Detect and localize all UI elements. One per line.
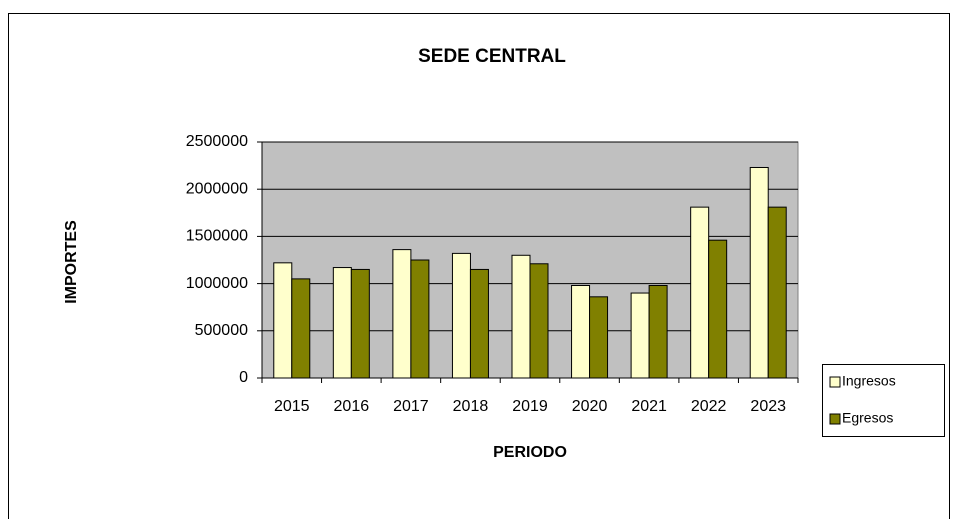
x-tick-label: 2022 — [691, 398, 727, 415]
legend-label: Egresos — [842, 410, 893, 426]
bar — [648, 284, 668, 379]
bar — [767, 206, 787, 379]
bar — [529, 263, 549, 379]
y-axis-title: IMPORTES — [63, 220, 80, 304]
legend-swatch — [829, 376, 841, 388]
legend-box — [822, 364, 945, 437]
x-tick-label: 2020 — [572, 398, 608, 415]
bar — [630, 292, 650, 379]
legend-label: Ingresos — [842, 373, 896, 389]
x-tick-label: 2019 — [512, 398, 548, 415]
y-tick-label: 1000000 — [186, 275, 248, 292]
x-tick-label: 2017 — [393, 398, 429, 415]
bar — [451, 252, 471, 379]
y-tick-label: 2500000 — [186, 133, 248, 150]
bar — [690, 206, 710, 379]
x-tick-label: 2021 — [631, 398, 667, 415]
bar — [332, 267, 352, 379]
chart-title: SEDE CENTRAL — [418, 46, 566, 67]
bar — [571, 284, 591, 379]
y-tick-label: 1500000 — [186, 228, 248, 245]
bar — [273, 262, 293, 379]
y-tick-label: 2000000 — [186, 180, 248, 197]
x-axis-title: PERIODO — [493, 444, 567, 461]
bar — [511, 254, 531, 379]
x-tick-label: 2023 — [750, 398, 786, 415]
legend-swatch — [829, 413, 841, 425]
bar — [749, 166, 769, 379]
bar — [469, 268, 489, 379]
x-tick-label: 2018 — [453, 398, 489, 415]
y-tick-label: 0 — [239, 369, 248, 386]
bar — [392, 249, 412, 379]
bar — [291, 278, 311, 379]
bar — [350, 268, 370, 379]
bar — [708, 239, 728, 379]
x-tick-label: 2015 — [274, 398, 310, 415]
bar — [410, 259, 430, 379]
y-tick-label: 500000 — [195, 322, 248, 339]
bar — [589, 296, 609, 379]
x-tick-label: 2016 — [334, 398, 370, 415]
